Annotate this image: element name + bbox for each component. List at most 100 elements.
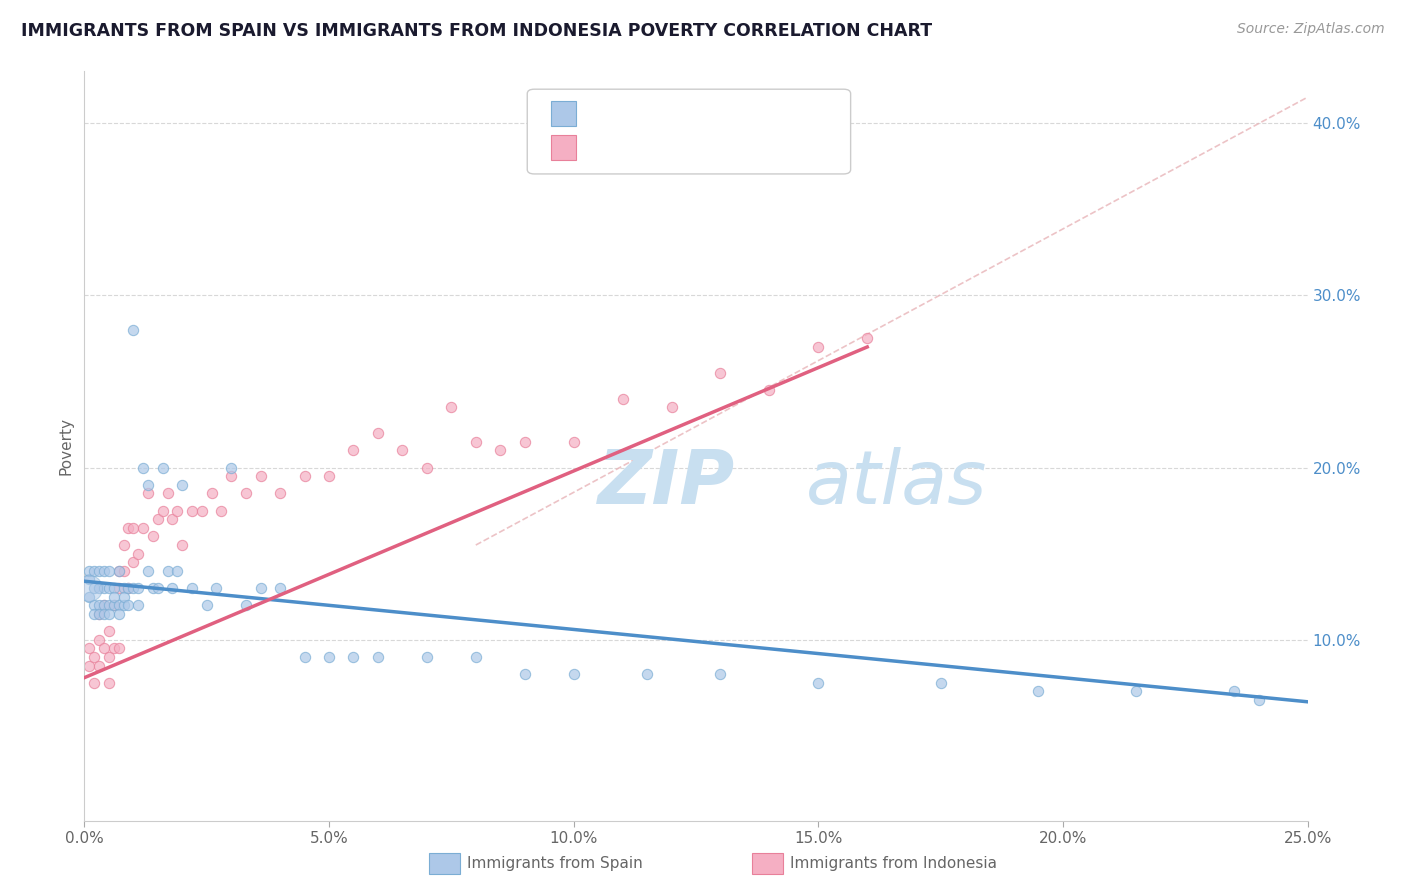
Point xyxy=(1028,684,1050,698)
Point xyxy=(127,599,149,613)
Point xyxy=(83,599,105,613)
Point xyxy=(513,434,536,449)
Point xyxy=(77,573,100,587)
Point xyxy=(112,590,135,604)
Point xyxy=(1247,693,1270,707)
Point xyxy=(146,581,169,595)
Point xyxy=(77,581,100,595)
Point xyxy=(132,521,155,535)
Point xyxy=(142,581,165,595)
Point xyxy=(1223,684,1246,698)
Point xyxy=(117,581,139,595)
Point xyxy=(1125,684,1147,698)
Point xyxy=(156,486,179,500)
Point xyxy=(112,538,135,552)
Point xyxy=(294,469,316,483)
Text: Immigrants from Indonesia: Immigrants from Indonesia xyxy=(790,856,997,871)
Point xyxy=(195,599,218,613)
Point xyxy=(172,538,194,552)
Point xyxy=(269,581,291,595)
Point xyxy=(103,581,125,595)
Point xyxy=(93,599,115,613)
Point xyxy=(83,564,105,578)
Point xyxy=(191,503,214,517)
Point xyxy=(162,512,184,526)
Point xyxy=(136,477,159,491)
Point xyxy=(342,650,364,665)
Point xyxy=(87,658,110,673)
Point xyxy=(117,521,139,535)
Point xyxy=(103,599,125,613)
Text: IMMIGRANTS FROM SPAIN VS IMMIGRANTS FROM INDONESIA POVERTY CORRELATION CHART: IMMIGRANTS FROM SPAIN VS IMMIGRANTS FROM… xyxy=(21,22,932,40)
Point xyxy=(77,658,100,673)
Point xyxy=(87,581,110,595)
Point xyxy=(807,676,830,690)
Point xyxy=(209,503,232,517)
Point xyxy=(97,607,120,621)
Point xyxy=(318,469,340,483)
Point xyxy=(440,401,463,415)
Point xyxy=(83,676,105,690)
Point xyxy=(156,564,179,578)
Point xyxy=(219,460,242,475)
Point xyxy=(294,650,316,665)
Point xyxy=(807,340,830,354)
Point xyxy=(97,676,120,690)
Point xyxy=(97,564,120,578)
Point xyxy=(83,607,105,621)
Point xyxy=(249,581,271,595)
Point xyxy=(122,581,145,595)
Point xyxy=(162,581,184,595)
Point xyxy=(856,331,879,345)
Point xyxy=(83,581,105,595)
Point xyxy=(132,460,155,475)
Point xyxy=(103,590,125,604)
Point xyxy=(77,590,100,604)
Point xyxy=(205,581,228,595)
Point xyxy=(200,486,222,500)
Point xyxy=(166,503,188,517)
Point xyxy=(77,564,100,578)
Point xyxy=(367,426,389,441)
Point xyxy=(97,650,120,665)
Point xyxy=(464,650,486,665)
Point xyxy=(127,581,149,595)
Point xyxy=(318,650,340,665)
Point xyxy=(107,607,129,621)
Point xyxy=(235,486,257,500)
Point xyxy=(93,581,115,595)
Point xyxy=(489,443,512,458)
Point xyxy=(107,564,129,578)
Point xyxy=(103,599,125,613)
Point xyxy=(112,564,135,578)
Point xyxy=(117,581,139,595)
Point xyxy=(269,486,291,500)
Y-axis label: Poverty: Poverty xyxy=(58,417,73,475)
Point xyxy=(107,599,129,613)
Point xyxy=(929,676,952,690)
Point xyxy=(758,383,780,397)
Point xyxy=(77,641,100,656)
Point xyxy=(112,599,135,613)
Point xyxy=(166,564,188,578)
Point xyxy=(612,392,634,406)
Point xyxy=(416,460,439,475)
Point xyxy=(709,667,731,681)
Text: Source: ZipAtlas.com: Source: ZipAtlas.com xyxy=(1237,22,1385,37)
Point xyxy=(146,512,169,526)
Point xyxy=(416,650,439,665)
Point xyxy=(122,555,145,569)
Point xyxy=(391,443,413,458)
Point xyxy=(181,581,204,595)
Point xyxy=(142,529,165,543)
Point xyxy=(87,564,110,578)
Point xyxy=(87,599,110,613)
Point xyxy=(97,599,120,613)
Point xyxy=(249,469,271,483)
Point xyxy=(464,434,486,449)
Point xyxy=(709,366,731,380)
Point xyxy=(122,323,145,337)
Point xyxy=(127,547,149,561)
Point xyxy=(136,564,159,578)
Point xyxy=(136,486,159,500)
